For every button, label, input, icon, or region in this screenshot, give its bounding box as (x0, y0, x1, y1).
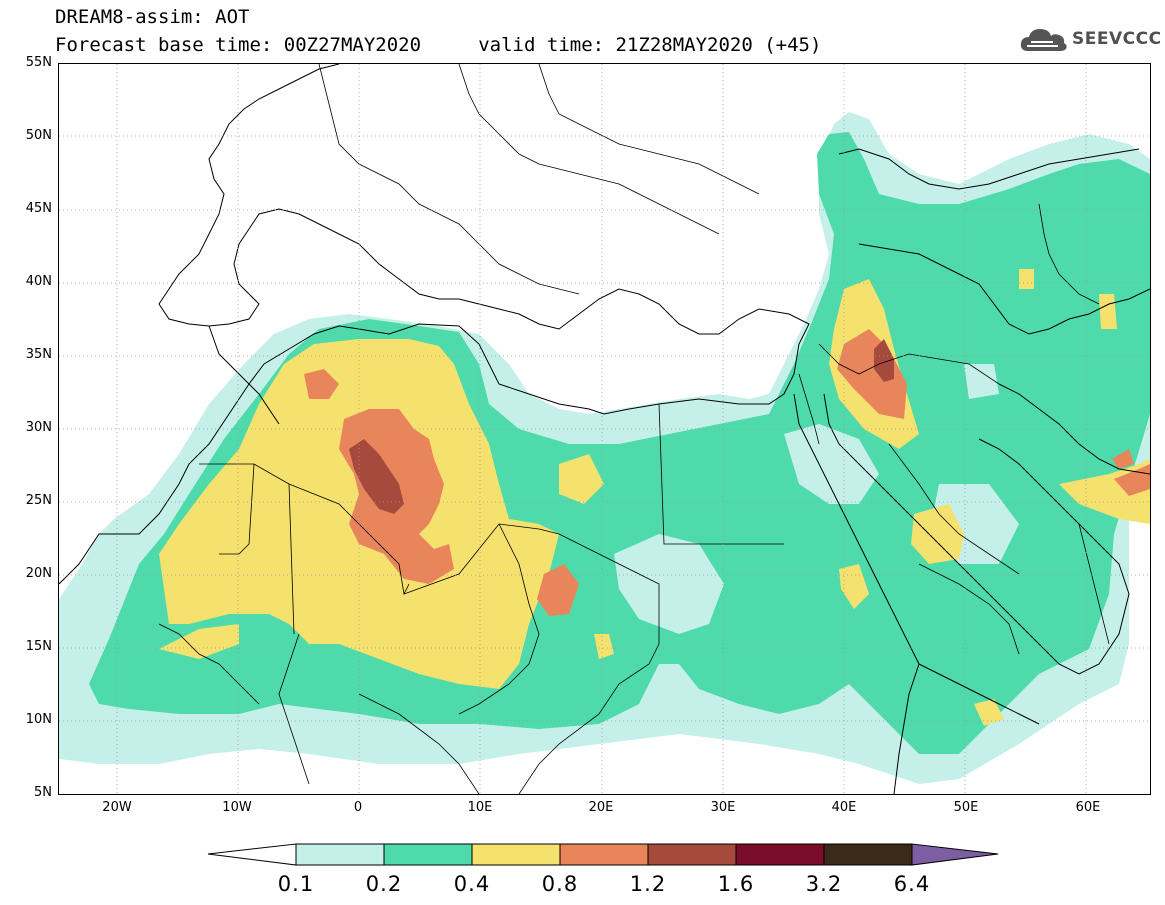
colorbar-swatch-5 (647, 843, 737, 866)
colorbar-label-0-4: 0.4 (453, 872, 491, 896)
lon-label-20e: 20E (588, 800, 614, 815)
colorbar-low-triangle (207, 843, 297, 866)
lon-label-50e: 50E (953, 800, 979, 815)
colorbar-label-6-4: 6.4 (893, 872, 931, 896)
lat-label-20n: 20N (25, 566, 52, 581)
lon-label-10e: 10E (467, 800, 493, 815)
colorbar-swatch-1 (295, 843, 385, 866)
lat-label-35n: 35N (25, 347, 52, 362)
colorbar-label-0-8: 0.8 (541, 872, 579, 896)
forecast-time-line: Forecast base time: 00Z27MAY2020 valid t… (55, 34, 822, 56)
lon-label-60e: 60E (1075, 800, 1101, 815)
map-canvas (59, 64, 1150, 794)
aot-band-1-2 (349, 339, 894, 514)
lat-label-45n: 45N (25, 201, 52, 216)
aot-band-0-1-patches (614, 364, 1019, 634)
lon-label-30e: 30E (710, 800, 736, 815)
colorbar-swatch-6 (735, 843, 825, 866)
gridlines (59, 64, 1150, 794)
map-title: DREAM8-assim: AOT (55, 6, 250, 28)
colorbar-swatch-7 (823, 843, 913, 866)
logo-text: SEEVCCC (1072, 29, 1162, 49)
country-borders (158, 64, 1110, 794)
lat-label-30n: 30N (25, 420, 52, 435)
colorbar-label-0-2: 0.2 (365, 872, 403, 896)
lat-label-25n: 25N (25, 493, 52, 508)
colorbar-label-3-2: 3.2 (805, 872, 843, 896)
coastlines (59, 64, 1150, 794)
lat-label-50n: 50N (25, 128, 52, 143)
cloud-icon (1020, 29, 1067, 51)
colorbar-swatch-4 (559, 843, 649, 866)
seevccc-logo: SEEVCCC (1018, 22, 1162, 56)
aot-colorbar (207, 843, 999, 866)
lon-label-0: 0 (353, 800, 363, 815)
colorbar-label-1-2: 1.2 (629, 872, 667, 896)
lat-label-10n: 10N (25, 712, 52, 727)
lat-label-55n: 55N (25, 55, 52, 70)
lat-label-5n: 5N (34, 785, 52, 800)
aot-map[interactable] (58, 63, 1151, 795)
colorbar-swatch-3 (471, 843, 561, 866)
lon-label-40e: 40E (831, 800, 857, 815)
lat-label-40n: 40N (25, 274, 52, 289)
lon-label-20w: 20W (102, 800, 132, 815)
lon-label-10w: 10W (222, 800, 252, 815)
colorbar-label-0-1: 0.1 (277, 872, 315, 896)
colorbar-label-1-6: 1.6 (717, 872, 755, 896)
colorbar-high-triangle (911, 843, 999, 866)
colorbar-swatch-2 (383, 843, 473, 866)
lat-label-15n: 15N (25, 639, 52, 654)
